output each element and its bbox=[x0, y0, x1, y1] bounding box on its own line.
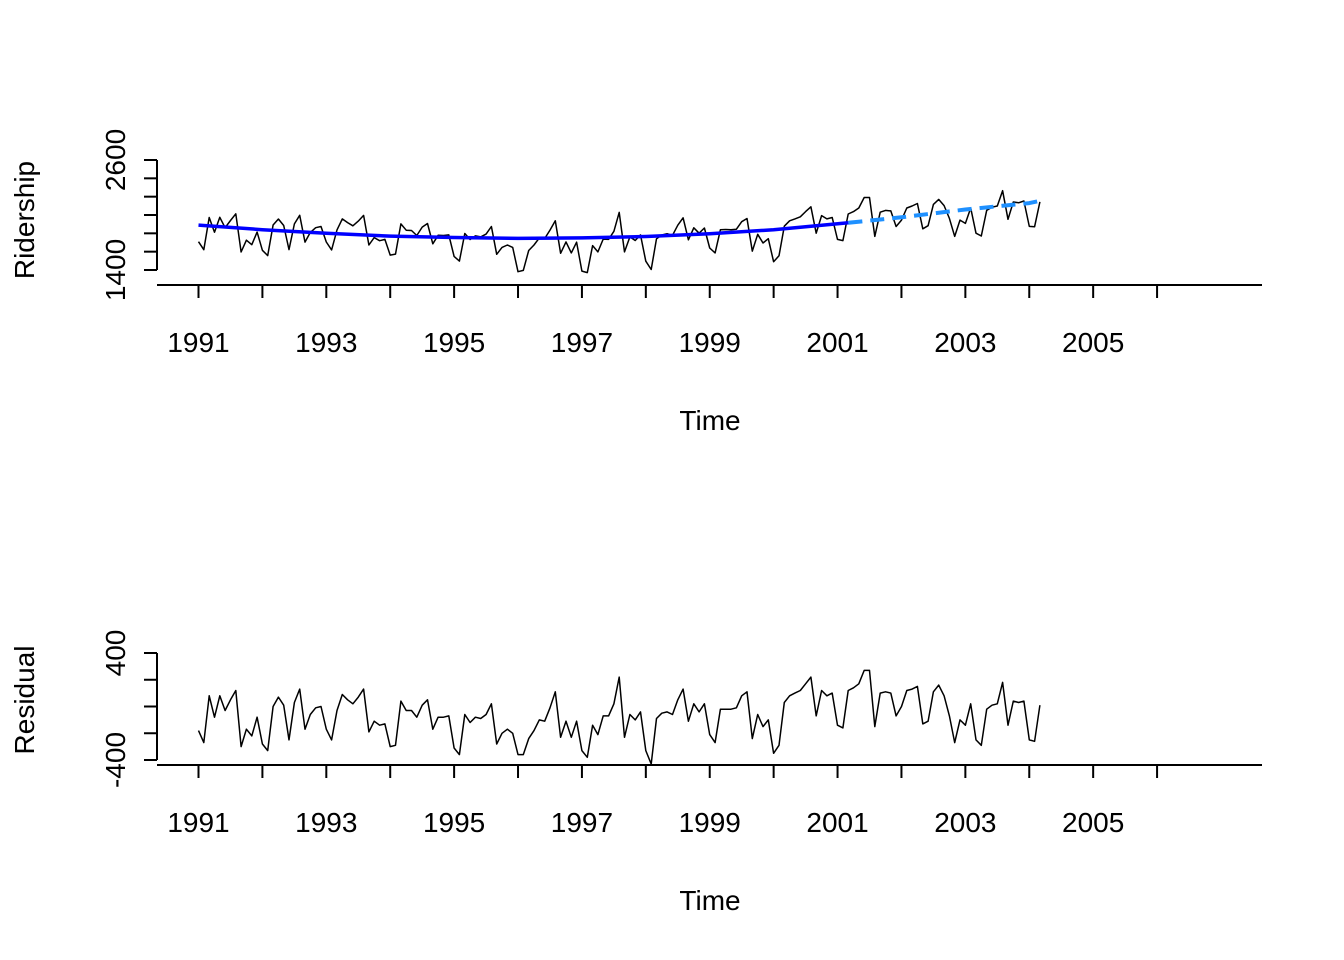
ridership-x-tick-label: 1999 bbox=[679, 327, 741, 358]
residual-x-tick-label: 1991 bbox=[167, 807, 229, 838]
residual-series-line bbox=[197, 669, 1041, 765]
residual-y-axis-title: Residual bbox=[9, 646, 40, 755]
residual-x-tick-label: 1997 bbox=[551, 807, 613, 838]
ridership-y-tick-label: 2600 bbox=[100, 129, 131, 191]
residual-y-tick-label: -400 bbox=[100, 732, 131, 788]
ridership-x-tick-label: 1997 bbox=[551, 327, 613, 358]
ridership-x-tick-label: 2005 bbox=[1062, 327, 1124, 358]
ridership-trend-fit-line bbox=[198, 221, 849, 241]
residual-x-tick-label: 2001 bbox=[806, 807, 868, 838]
ridership-x-axis-title: Time bbox=[679, 405, 740, 436]
residual-panel: Time Residual 1991 1993 1995 1997 1999 2001 20… bbox=[9, 630, 1262, 916]
ridership-x-tick-label: 1991 bbox=[167, 327, 229, 358]
residual-x-tick-label: 1993 bbox=[295, 807, 357, 838]
residual-x-axis-title: Time bbox=[679, 885, 740, 916]
ridership-y-axis-title: Ridership bbox=[9, 161, 40, 279]
ridership-x-tick-label: 2003 bbox=[934, 327, 996, 358]
ridership-panel: Time Ridership 1991 1993 1995 1997 1999 2001 2… bbox=[9, 129, 1262, 436]
residual-x-tick-label: 2003 bbox=[934, 807, 996, 838]
residual-x-tick-label: 2005 bbox=[1062, 807, 1124, 838]
ridership-x-tick-label: 1995 bbox=[423, 327, 485, 358]
residual-x-tick-label: 1995 bbox=[423, 807, 485, 838]
ridership-trend-forecast-line bbox=[848, 198, 1041, 225]
ridership-y-tick-label: 1400 bbox=[100, 239, 131, 301]
ridership-series-line bbox=[197, 189, 1041, 274]
ridership-x-tick-label: 1993 bbox=[295, 327, 357, 358]
residual-x-tick-label: 1999 bbox=[679, 807, 741, 838]
ridership-x-tick-label: 2001 bbox=[806, 327, 868, 358]
residual-y-tick-label: 400 bbox=[100, 630, 131, 677]
